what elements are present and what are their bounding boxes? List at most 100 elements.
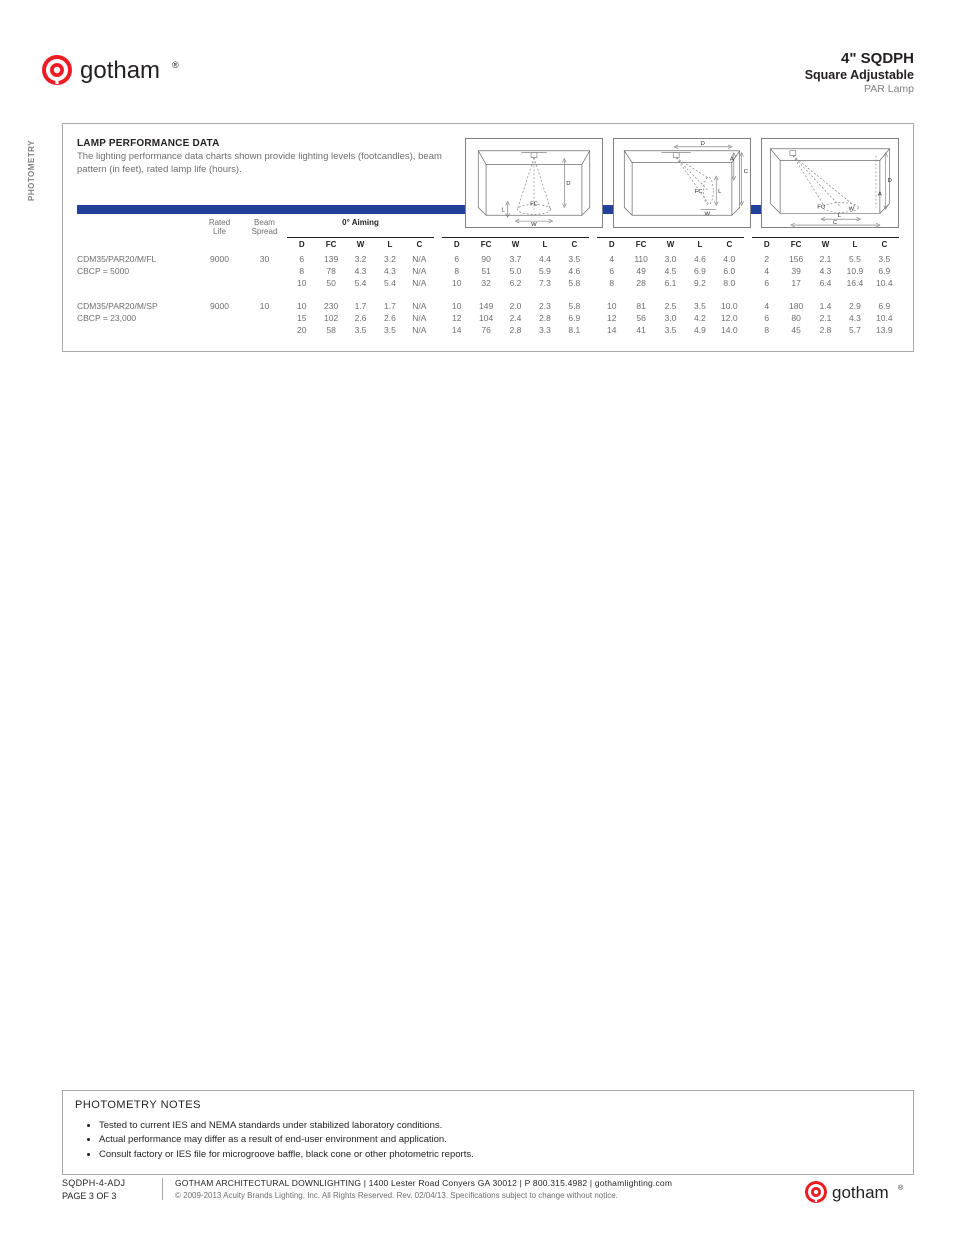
data-cell: N/A bbox=[405, 300, 434, 312]
notes-title: PHOTOMETRY NOTES bbox=[75, 1099, 901, 1111]
data-cell: 104 bbox=[471, 312, 500, 324]
data-cell: 6 bbox=[287, 253, 316, 265]
beam-spread-cell bbox=[242, 312, 287, 324]
rated-life-cell: 9000 bbox=[197, 300, 242, 312]
beam-spread-cell bbox=[242, 277, 287, 289]
data-cell: 10 bbox=[597, 300, 626, 312]
data-cell: 10 bbox=[287, 300, 316, 312]
table-row: 10505.45.4N/A10326.27.35.88286.19.28.061… bbox=[77, 277, 899, 289]
data-cell: 6.1 bbox=[656, 277, 685, 289]
lamp-name-cell: CDM35/PAR20/M/FL bbox=[77, 253, 197, 265]
data-cell: 6 bbox=[442, 253, 471, 265]
notes-item: Actual performance may differ as a resul… bbox=[99, 1133, 901, 1147]
diagram-angled-floor: D A L W C FC bbox=[761, 138, 899, 228]
data-cell: 4 bbox=[752, 300, 781, 312]
data-cell: 80 bbox=[781, 312, 810, 324]
lamp-name-cell: CBCP = 5000 bbox=[77, 265, 197, 277]
group-0: 0° Aiming bbox=[287, 214, 434, 238]
data-cell: 6.4 bbox=[811, 277, 840, 289]
notes-item: Tested to current IES and NEMA standards… bbox=[99, 1119, 901, 1133]
data-cell: 1.4 bbox=[811, 300, 840, 312]
data-cell: 5.8 bbox=[560, 300, 589, 312]
data-cell: 3.0 bbox=[656, 312, 685, 324]
data-cell: 110 bbox=[626, 253, 655, 265]
data-cell: 156 bbox=[781, 253, 810, 265]
rated-life-cell bbox=[197, 277, 242, 289]
data-cell: 12 bbox=[597, 312, 626, 324]
data-cell: 4 bbox=[597, 253, 626, 265]
col-label: D bbox=[442, 240, 471, 249]
col-label: L bbox=[685, 240, 714, 249]
data-cell: 3.3 bbox=[530, 324, 559, 336]
table-row: CBCP = 50008784.34.3N/A8515.05.94.66494.… bbox=[77, 265, 899, 277]
data-cell: 4.2 bbox=[685, 312, 714, 324]
data-cell: 2.6 bbox=[346, 312, 375, 324]
page-footer: SQDPH-4-ADJ PAGE 3 OF 3 GOTHAM ARCHITECT… bbox=[62, 1178, 914, 1208]
data-cell: 6 bbox=[752, 277, 781, 289]
data-cell: 10.4 bbox=[870, 277, 899, 289]
data-cell: 78 bbox=[316, 265, 345, 277]
table-row: CBCP = 23,000151022.62.6N/A121042.42.86.… bbox=[77, 312, 899, 324]
data-cell: 1.7 bbox=[375, 300, 404, 312]
data-cell: 3.0 bbox=[656, 253, 685, 265]
data-cell: 6 bbox=[752, 312, 781, 324]
label-w: W bbox=[849, 206, 855, 212]
data-cell: 5.5 bbox=[840, 253, 869, 265]
data-cell: 5.7 bbox=[840, 324, 869, 336]
data-cell: 39 bbox=[781, 265, 810, 277]
table-row: 20583.53.5N/A14762.83.38.114413.54.914.0… bbox=[77, 324, 899, 336]
data-cell: 5.9 bbox=[530, 265, 559, 277]
data-cell: N/A bbox=[405, 324, 434, 336]
col-label: W bbox=[811, 240, 840, 249]
header-model: 4" SQDPH bbox=[805, 50, 914, 67]
data-cell: 32 bbox=[471, 277, 500, 289]
page-header: gotham ® 4" SQDPH Square Adjustable PAR … bbox=[40, 50, 914, 95]
data-cell: 14.0 bbox=[715, 324, 744, 336]
data-cell: 17 bbox=[781, 277, 810, 289]
data-cell: 10.9 bbox=[840, 265, 869, 277]
lamp-name-cell: CBCP = 23,000 bbox=[77, 312, 197, 324]
data-cell: 10 bbox=[442, 277, 471, 289]
footer-line2: © 2009-2013 Acuity Brands Lighting, Inc.… bbox=[175, 1191, 792, 1200]
footer-code: SQDPH-4-ADJ bbox=[62, 1178, 154, 1188]
table-row: CDM35/PAR20/M/SP900010102301.71.7N/A1014… bbox=[77, 300, 899, 312]
col-beam-spread: Beam Spread bbox=[242, 214, 287, 238]
header-name: Square Adjustable bbox=[805, 68, 914, 82]
data-cell: 6 bbox=[597, 265, 626, 277]
data-cell: 4.3 bbox=[840, 312, 869, 324]
data-cell: 2.9 bbox=[840, 300, 869, 312]
lamp-name-cell bbox=[77, 324, 197, 336]
data-cell: 8 bbox=[752, 324, 781, 336]
rated-life-cell bbox=[197, 312, 242, 324]
data-cell: 45 bbox=[781, 324, 810, 336]
data-cell: 3.5 bbox=[560, 253, 589, 265]
label-a: A bbox=[730, 157, 734, 163]
data-cell: 5.4 bbox=[375, 277, 404, 289]
label-w: W bbox=[704, 211, 710, 217]
section-desc: The lighting performance data charts sho… bbox=[77, 151, 457, 177]
data-cell: 8 bbox=[442, 265, 471, 277]
data-cell: 8 bbox=[287, 265, 316, 277]
data-cell: 13.9 bbox=[870, 324, 899, 336]
beam-spread-cell bbox=[242, 265, 287, 277]
data-cell: 8.0 bbox=[715, 277, 744, 289]
data-cell: 2.6 bbox=[375, 312, 404, 324]
diagram-row: D W L FC bbox=[465, 138, 899, 228]
table-body: CDM35/PAR20/M/FL90003061393.23.2N/A6903.… bbox=[77, 253, 899, 337]
beam-spread-cell: 10 bbox=[242, 300, 287, 312]
data-cell: 3.7 bbox=[501, 253, 530, 265]
data-cell: 2.8 bbox=[530, 312, 559, 324]
data-cell: 6.0 bbox=[715, 265, 744, 277]
data-cell: 14 bbox=[597, 324, 626, 336]
col-label: FC bbox=[471, 240, 500, 249]
label-fc: FC bbox=[695, 189, 704, 195]
data-cell: 3.5 bbox=[656, 324, 685, 336]
col-label: D bbox=[752, 240, 781, 249]
data-cell: 8 bbox=[597, 277, 626, 289]
data-cell: 7.3 bbox=[530, 277, 559, 289]
data-cell: 5.8 bbox=[560, 277, 589, 289]
data-cell: 8.1 bbox=[560, 324, 589, 336]
lamp-name-cell: CDM35/PAR20/M/SP bbox=[77, 300, 197, 312]
col-label: L bbox=[840, 240, 869, 249]
col-label: L bbox=[375, 240, 404, 249]
